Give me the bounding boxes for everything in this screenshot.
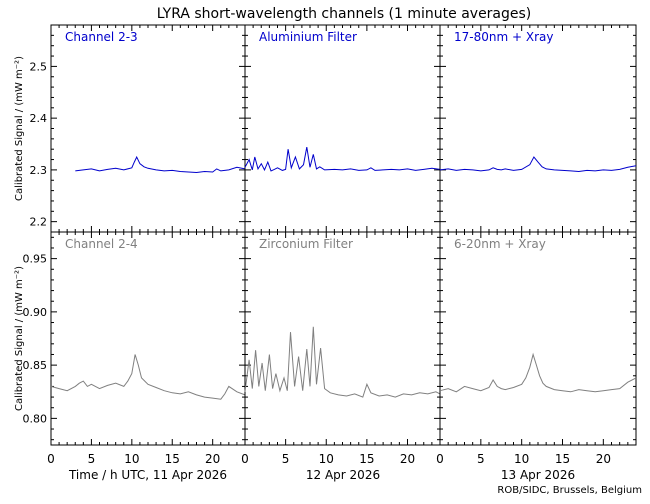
day-label-1: 12 Apr 2026 — [306, 468, 380, 482]
x-tick-label-2-3: 15 — [555, 452, 570, 466]
panel-label-top-2: 17-80nm + Xray — [454, 30, 553, 44]
x-tick-label-0-4: 20 — [205, 452, 220, 466]
chart-title: LYRA short-wavelength channels (1 minute… — [157, 6, 532, 22]
x-tick-label-0-0: 0 — [47, 452, 55, 466]
x-tick-label-2-0: 0 — [436, 452, 444, 466]
panel-label-bottom-0: Channel 2-4 — [65, 237, 138, 251]
panel-label-top-0: Channel 2-3 — [65, 30, 138, 44]
y-tick-label-top-1: 2.3 — [30, 164, 48, 177]
x-tick-label-0-2: 10 — [124, 452, 139, 466]
x-tick-label-2-2: 10 — [514, 452, 529, 466]
series-line-top-2 — [439, 156, 637, 173]
y-axis-label-bottom: Calibrated Signal / (mW m⁻²) — [14, 266, 25, 411]
x-tick-label-0-3: 15 — [165, 452, 180, 466]
panel-label-bottom-1: Zirconium Filter — [259, 237, 353, 251]
series-line-top-1 — [244, 147, 441, 172]
series-line-bottom-1 — [244, 326, 441, 398]
day-label-0: Time / h UTC, 11 Apr 2026 — [68, 468, 227, 482]
x-tick-label-1-4: 20 — [400, 452, 415, 466]
series-line-bottom-2 — [439, 352, 637, 393]
panel-frame-bottom-1 — [244, 231, 441, 446]
panel-frame-top-1 — [244, 24, 441, 233]
x-tick-label-1-0: 0 — [241, 452, 249, 466]
x-tick-label-0-1: 5 — [88, 452, 96, 466]
x-tick-label-1-3: 15 — [359, 452, 374, 466]
x-tick-label-2-4: 20 — [596, 452, 611, 466]
panel-frame-bottom-2 — [439, 231, 637, 446]
y-axis-label-top: Calibrated Signal / (mW m⁻²) — [14, 56, 25, 201]
panel-frame-top-2 — [439, 24, 637, 233]
panel-frame-bottom-0 — [50, 231, 246, 446]
x-tick-label-1-2: 10 — [319, 452, 334, 466]
y-tick-label-top-2: 2.4 — [30, 112, 48, 125]
panel-label-bottom-2: 6-20nm + Xray — [454, 237, 546, 251]
series-line-bottom-0 — [50, 354, 246, 400]
series-line-top-0 — [75, 155, 246, 174]
y-tick-label-bottom-0: 0.80 — [23, 412, 48, 425]
y-tick-label-top-3: 2.5 — [30, 60, 48, 73]
panel-label-top-1: Aluminium Filter — [259, 30, 357, 44]
x-tick-label-2-1: 5 — [477, 452, 485, 466]
panel-frame-top-0 — [50, 24, 246, 233]
y-tick-label-bottom-1: 0.85 — [23, 359, 48, 372]
y-tick-label-top-0: 2.2 — [30, 216, 48, 229]
y-tick-label-bottom-2: 0.90 — [23, 306, 48, 319]
day-label-2: 13 Apr 2026 — [501, 468, 575, 482]
x-tick-label-1-1: 5 — [282, 452, 290, 466]
credit-text: ROB/SIDC, Brussels, Belgium — [497, 485, 642, 496]
y-tick-label-bottom-3: 0.95 — [23, 253, 48, 266]
